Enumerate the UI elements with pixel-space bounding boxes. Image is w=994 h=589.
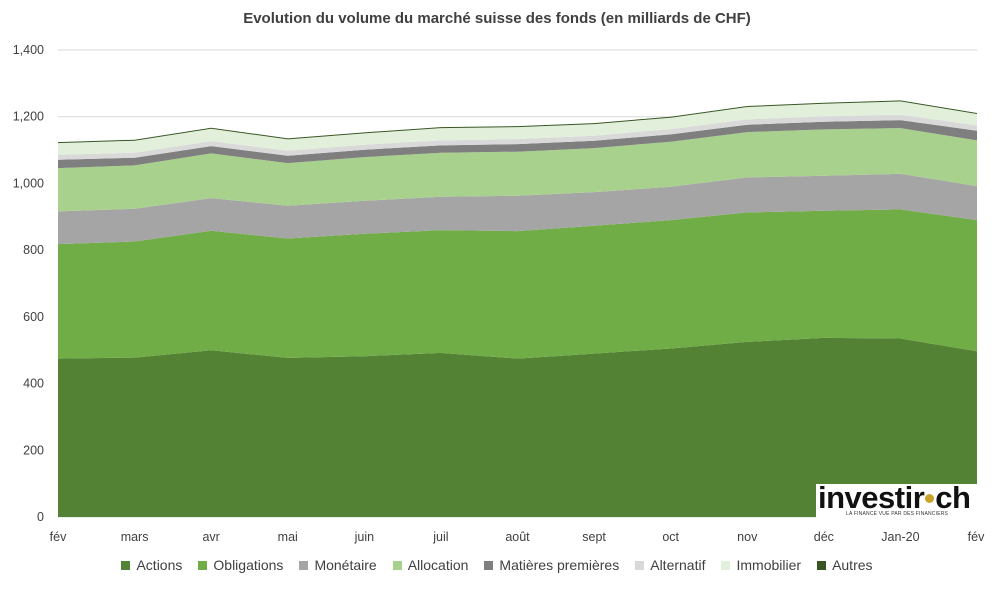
y-tick-label: 1,000 <box>13 176 44 190</box>
x-tick-label: juil <box>432 530 448 544</box>
legend-label: Monétaire <box>314 557 377 573</box>
legend-label: Alternatif <box>650 557 706 573</box>
area-series-layer <box>58 100 977 517</box>
legend-swatch <box>299 560 309 570</box>
legend-label: Actions <box>136 557 183 573</box>
legend-swatch <box>198 560 208 570</box>
y-tick-label: 0 <box>37 510 44 524</box>
x-tick-label: mars <box>121 530 149 544</box>
legend-item: Immobilier <box>721 557 801 573</box>
legend-item: Monétaire <box>299 557 377 573</box>
legend-swatch <box>817 560 827 570</box>
legend-label: Immobilier <box>736 557 802 573</box>
y-tick-label: 600 <box>23 310 44 324</box>
legend-swatch <box>121 560 131 570</box>
chart-title: Evolution du volume du marché suisse des… <box>243 10 751 27</box>
logo-tagline: LA FINANCE VUE PAR DES FINANCIERS <box>846 511 949 517</box>
y-tick-label: 1,400 <box>13 43 44 57</box>
legend-item: Allocation <box>392 557 469 573</box>
logo-wordmark: investir ch <box>818 480 971 516</box>
area-immobilier <box>58 101 977 155</box>
legend-swatch <box>484 560 494 570</box>
y-tick-label: 1,200 <box>13 110 44 124</box>
x-tick-label: fév <box>968 530 985 544</box>
area-obligations <box>58 209 977 359</box>
x-tick-label: sept <box>582 530 606 544</box>
logo-text-right: ch <box>935 480 971 515</box>
legend-label: Allocation <box>407 557 469 573</box>
y-tick-label: 200 <box>23 443 44 457</box>
legend-swatch <box>392 560 402 570</box>
investir-ch-logo: investir ch LA FINANCE VUE PAR DES FINANC… <box>816 480 978 518</box>
y-tick-label: 400 <box>23 377 44 391</box>
x-tick-label: fév <box>50 530 67 544</box>
legend-swatch <box>635 560 645 570</box>
legend-label: Matières premières <box>499 557 620 573</box>
axis-labels: 0 200 400 600 800 1,000 1,200 1,400 fév mars avr ma… <box>13 43 985 544</box>
legend-item: Obligations <box>198 557 283 573</box>
x-tick-label: oct <box>662 530 679 544</box>
legend: Actions Obligations Monétaire Allocation Mat… <box>0 557 994 573</box>
legend-label: Obligations <box>213 557 284 573</box>
x-tick-label: déc <box>814 530 834 544</box>
x-tick-label: nov <box>737 530 758 544</box>
legend-item: Autres <box>817 557 873 573</box>
legend-swatch <box>721 560 731 570</box>
legend-item: Matières premières <box>484 557 619 573</box>
area-alternatif <box>58 114 977 160</box>
logo-text-left: investir <box>818 480 925 515</box>
legend-label: Autres <box>832 557 873 573</box>
legend-item: Alternatif <box>635 557 705 573</box>
legend-item: Actions <box>121 557 182 573</box>
x-tick-label: avr <box>202 530 219 544</box>
y-tick-label: 800 <box>23 243 44 257</box>
logo-dot-icon <box>925 494 935 504</box>
x-tick-label: août <box>505 530 530 544</box>
area-actions <box>58 337 977 517</box>
x-tick-label: Jan-20 <box>881 530 919 544</box>
x-tick-label: juin <box>354 530 375 544</box>
area-allocation <box>58 128 977 212</box>
x-tick-label: mai <box>278 530 298 544</box>
area-monetaire <box>58 173 977 245</box>
